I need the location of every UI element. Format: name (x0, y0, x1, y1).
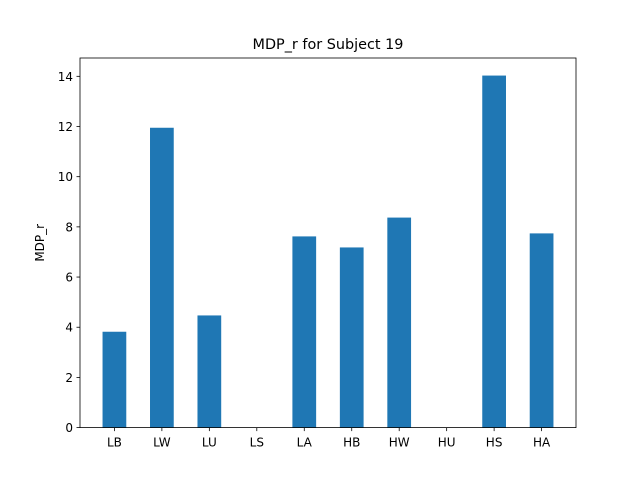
x-tick-label: HB (343, 436, 360, 450)
y-tick-label: 10 (58, 170, 73, 184)
x-tick-label: HU (438, 436, 456, 450)
y-tick-label: 6 (65, 271, 73, 285)
y-axis-label: MDP_r (33, 224, 47, 262)
bar-hb (339, 247, 364, 428)
y-tick-label: 4 (65, 321, 73, 335)
x-tick-label: HS (486, 436, 503, 450)
x-tick-label: LA (297, 436, 313, 450)
chart-title: MDP_r for Subject 19 (253, 37, 404, 53)
bar-hw (387, 217, 412, 428)
y-tick-label: 2 (65, 371, 73, 385)
x-tick-label: LS (250, 436, 264, 450)
plot-frame (79, 57, 577, 429)
bar-hs (482, 75, 506, 428)
y-tick-label: 14 (58, 70, 73, 84)
bar-lu (197, 315, 222, 428)
bars-group (102, 75, 554, 428)
bar-la (292, 236, 317, 428)
x-tick-label: HA (533, 436, 551, 450)
x-axis: LB LW LU LS LA HB HW HU HS HA (107, 427, 551, 450)
y-tick-label: 0 (65, 421, 73, 435)
x-tick-label: LW (153, 436, 171, 450)
bar-lb (102, 331, 127, 428)
y-axis: 0 2 4 6 8 10 12 14 (58, 70, 80, 435)
bar-lw (150, 127, 174, 428)
x-tick-label: LU (202, 436, 217, 450)
y-tick-label: 8 (65, 220, 73, 234)
y-tick-label: 12 (58, 120, 73, 134)
x-tick-label: HW (389, 436, 410, 450)
bar-ha (529, 233, 554, 428)
x-tick-label: LB (107, 436, 122, 450)
